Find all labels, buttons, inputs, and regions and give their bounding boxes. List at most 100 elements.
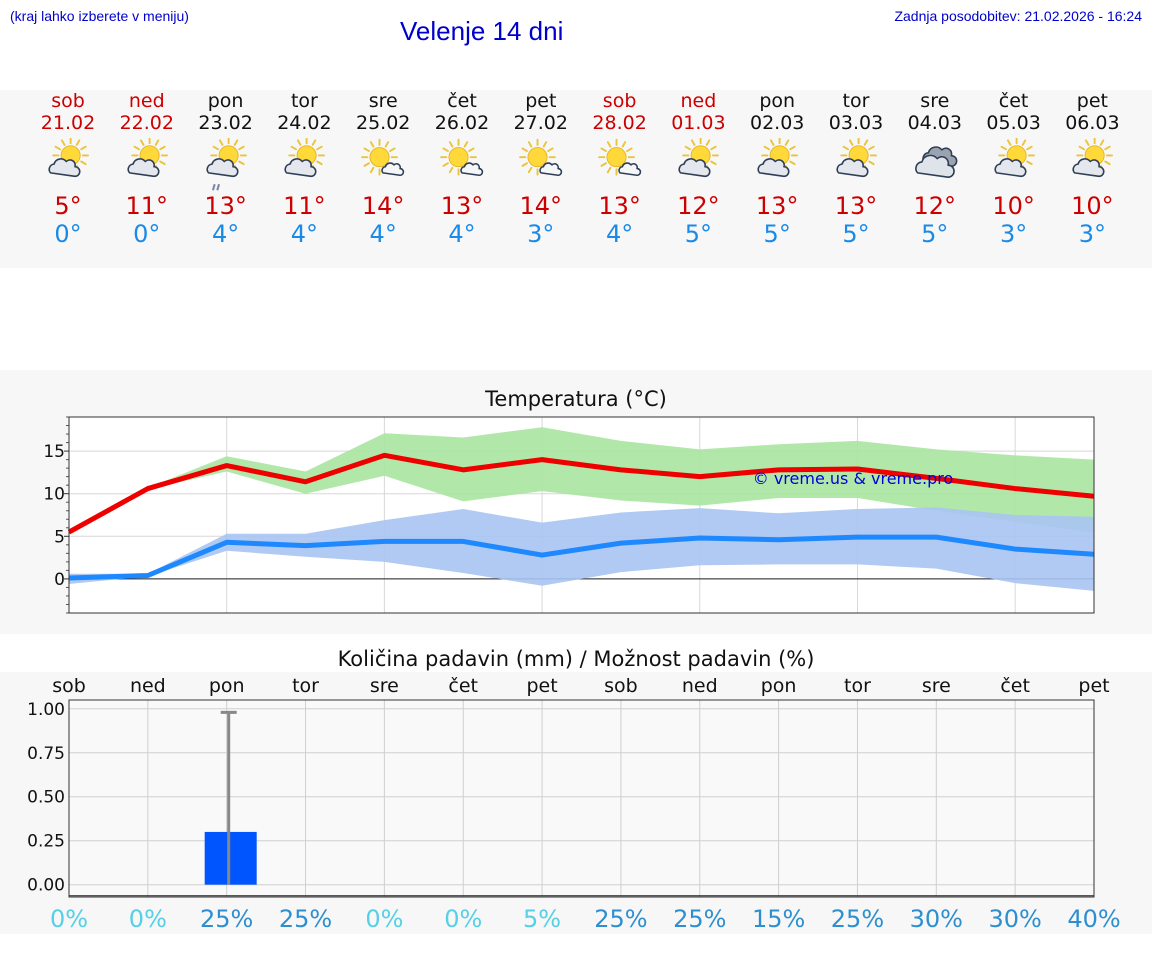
day-name: ned [128,90,165,112]
max-temperature: 12° [913,192,957,220]
precipitation-probability: 0% [50,905,88,933]
y-tick-label: 10 [43,485,65,505]
max-temperature: 11° [125,192,169,220]
day-name: sob [51,90,85,112]
precipitation-probability: 40% [1067,905,1120,933]
category-label: pet [1078,675,1109,697]
min-temperature: 4° [290,220,319,248]
min-temperature: 4° [369,220,397,248]
precipitation-probability: 30% [988,905,1041,933]
day-column: pet 27.02 14° 3° [501,90,581,248]
day-date: 02.03 [749,112,805,134]
day-column: čet 26.02 13° 4° [422,90,502,248]
y-tick-label: 1.00 [27,700,65,720]
precipitation-probability: 15% [752,905,805,933]
min-temperature: 5° [842,220,870,248]
min-temperature: 3° [999,220,1028,248]
day-name: pon [207,90,244,112]
max-temperature: 13° [834,192,878,220]
day-name: sre [920,90,950,112]
min-temperature: 4° [448,220,476,248]
day-date: 05.03 [986,112,1041,134]
day-column: tor 03.03 13° 5° [816,90,896,248]
max-temperature-band [69,427,1094,535]
precipitation-bar [204,831,257,885]
min-temperature-line [68,534,1095,581]
partly-cloudy-sun-icon [48,138,89,178]
page-title: Velenje 14 dni [400,16,564,46]
cloudy-icon [914,146,958,178]
max-temperature: 13° [440,192,484,220]
temperature-chart: 0 5 10 15 © vreme.us & vreme.pro [43,416,1095,614]
max-temperature: 13° [598,192,641,220]
y-tick-label: 0.50 [27,788,65,808]
category-label: pon [761,675,797,697]
partly-cloudy-sun-icon [994,138,1035,178]
mostly-sunny-icon [597,138,641,177]
min-temperature: 0° [54,220,82,248]
precipitation-probability: 25% [673,905,726,933]
day-name: tor [290,90,318,112]
precipitation-probability: 0% [129,905,167,933]
min-temperature: 3° [527,220,555,248]
precipitation-probability: 30% [910,905,963,933]
day-name: tor [842,90,870,112]
category-label: pet [526,675,557,697]
day-column: ned 01.03 12° 5° [658,90,738,248]
max-temperature: 5° [54,192,82,220]
last-updated: Zadnja posodobitev: 21.02.2026 - 16:24 [894,8,1142,24]
mostly-sunny-icon [361,138,405,177]
max-temperature: 11° [283,192,326,220]
y-tick-label: 15 [43,442,65,462]
day-name: pet [1076,90,1108,112]
precipitation-probability: 0% [365,905,403,933]
precipitation-probability: 25% [279,905,332,933]
day-date: 04.03 [907,112,962,134]
max-temperature: 14° [361,192,405,220]
partly-cloudy-sun-rain-icon [206,138,247,191]
partly-cloudy-sun-icon [1072,138,1114,178]
mostly-sunny-icon [440,138,484,177]
day-column: pon 23.02 13° 4° [186,90,266,248]
category-label: ned [682,675,718,697]
day-name: čet [998,90,1029,112]
plot-frame [68,416,1095,614]
partly-cloudy-sun-icon [284,138,326,178]
day-name: pon [759,90,796,112]
location-hint: (kraj lahko izberete v meniju) [10,8,189,24]
day-name: sob [602,90,637,112]
day-column: čet 05.03 10° 3° [974,90,1054,248]
y-tick-label: 0.25 [27,832,65,852]
category-label: sob [52,675,86,697]
watermark: © vreme.us & vreme.pro [753,469,954,488]
day-column: tor 24.02 11° 4° [264,90,344,248]
day-column: sob 28.02 13° 4° [580,90,660,248]
day-date: 06.03 [1065,112,1120,134]
min-temperature: 4° [211,220,240,248]
max-temperature: 10° [992,192,1035,220]
y-tick-label: 0 [54,570,65,590]
day-column: pet 06.03 10° 3° [1052,90,1132,248]
max-temperature: 10° [1071,192,1114,220]
day-name: pet [525,90,557,112]
min-temperature: 3° [1078,220,1107,248]
day-date: 24.02 [277,112,332,134]
min-temperature: 5° [763,220,791,248]
category-label: sob [604,675,638,697]
mostly-sunny-icon [518,138,562,177]
day-column: pon 02.03 13° 5° [737,90,817,248]
plot-frame [68,699,1095,898]
category-label: čet [1000,675,1030,697]
day-column: ned 22.02 11° 0° [107,90,187,248]
max-temperature: 13° [755,192,799,220]
precipitation-chart: sob ned pon tor sre čet pet sob ned pon tor sre čet p… [27,675,1121,933]
max-temperature: 13° [204,192,247,220]
partly-cloudy-sun-icon [836,138,877,178]
category-label: čet [448,675,478,697]
day-column: sre 04.03 12° 5° [895,90,975,248]
day-date: 21.02 [40,112,96,134]
max-temperature-line [67,452,1095,535]
category-label: tor [292,675,319,697]
precipitation-probability: 25% [200,905,253,933]
temperature-chart-title: Temperatura (°C) [485,387,667,411]
